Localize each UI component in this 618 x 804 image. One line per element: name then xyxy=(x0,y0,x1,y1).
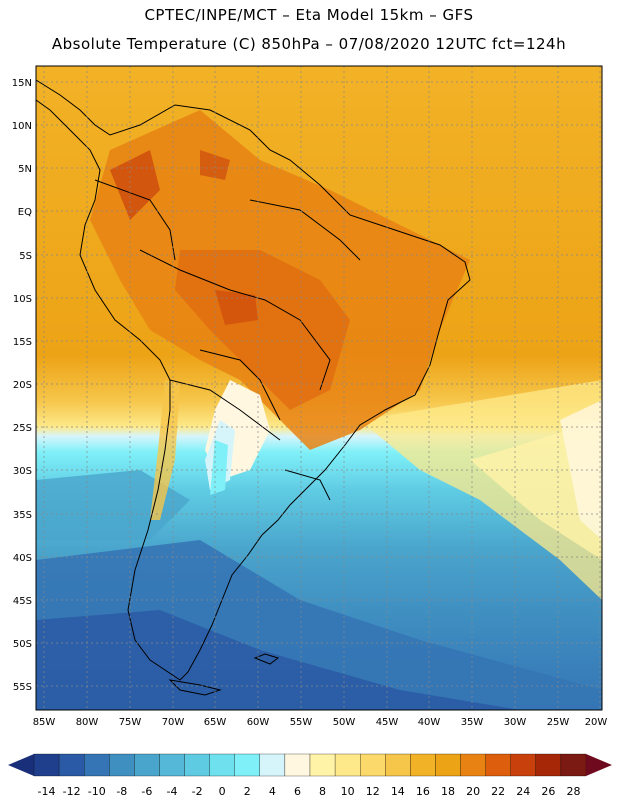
colorbar-swatch xyxy=(184,753,210,777)
lon-label: 50W xyxy=(333,717,356,728)
lon-label: 40W xyxy=(418,717,441,728)
colorbar-high-arrow xyxy=(586,754,612,776)
lon-label: 25W xyxy=(547,717,570,728)
lat-label: 40S xyxy=(13,553,32,564)
lon-label: 70W xyxy=(162,717,185,728)
colorbar-swatch xyxy=(510,753,536,777)
colorbar-label: 0 xyxy=(219,785,226,798)
lat-label: 50S xyxy=(13,639,32,650)
colorbar-swatch xyxy=(535,753,562,777)
colorbar-low-arrow xyxy=(8,754,34,776)
lon-label: 30W xyxy=(504,717,527,728)
lat-label: 55S xyxy=(13,682,32,693)
colorbar-swatch xyxy=(309,753,336,777)
lat-label: 25S xyxy=(13,423,32,434)
graticule xyxy=(36,66,602,710)
colorbar-label: 18 xyxy=(441,785,455,798)
colorbar-swatch xyxy=(134,753,160,777)
coastlines xyxy=(35,79,471,696)
colorbar-swatch xyxy=(159,753,185,777)
colorbar-swatch xyxy=(84,753,110,777)
colorbar-label: 10 xyxy=(341,785,355,798)
map-title-line2: Absolute Temperature (C) 850hPa – 07/08/… xyxy=(51,35,567,53)
lon-label: 55W xyxy=(290,717,313,728)
colorbar-label: -2 xyxy=(192,785,203,798)
colorbar-label: -6 xyxy=(141,785,152,798)
colorbar-label: -4 xyxy=(167,785,178,798)
colorbar-swatch xyxy=(234,753,260,777)
map-title-line1: CPTEC/INPE/MCT – Eta Model 15km – GFS xyxy=(144,6,474,24)
colorbar-label: -10 xyxy=(88,785,106,798)
lat-label: 10S xyxy=(13,294,32,305)
colorbar-swatch xyxy=(209,753,235,777)
lon-label: 35W xyxy=(461,717,484,728)
colorbar-swatch xyxy=(284,753,311,777)
colorbar-swatch xyxy=(385,753,411,777)
colorbar-label: 22 xyxy=(491,785,505,798)
lon-label: 60W xyxy=(247,717,270,728)
colorbar-label: 26 xyxy=(541,785,555,798)
colorbar-swatch xyxy=(485,753,511,777)
colorbar-label: 16 xyxy=(416,785,430,798)
lon-label: 45W xyxy=(376,717,399,728)
colorbar-label: 28 xyxy=(566,785,580,798)
colorbar-swatch xyxy=(33,753,60,777)
lat-label: 45S xyxy=(13,596,32,607)
colorbar-label: 24 xyxy=(516,785,530,798)
colorbar: -14 -12 -10 -8 -6 -4 -2 0 2 4 6 8 10 12 14 16 18 20 22 24 26… xyxy=(8,753,612,798)
lon-label: 85W xyxy=(33,717,56,728)
lat-label: 20S xyxy=(13,380,32,391)
colorbar-swatch xyxy=(360,753,386,777)
colorbar-label: 6 xyxy=(294,785,301,798)
longitude-labels: 85W 80W 75W 70W 65W 60W 55W 50W 45W 40W … xyxy=(33,717,608,728)
colorbar-swatch xyxy=(334,753,361,777)
colorbar-swatch xyxy=(109,753,135,777)
lat-label: EQ xyxy=(18,207,32,218)
lat-label: 5N xyxy=(18,164,32,175)
colorbar-label: -14 xyxy=(38,785,56,798)
colorbar-label: 2 xyxy=(244,785,251,798)
latitude-labels: 15N 10N 5N EQ 5S 10S 15S 20S 25S 30S 35S… xyxy=(12,78,32,693)
colorbar-label: 4 xyxy=(269,785,276,798)
lon-label: 20W xyxy=(585,717,608,728)
colorbar-swatch xyxy=(435,753,461,777)
colorbar-label: 14 xyxy=(391,785,405,798)
lon-label: 75W xyxy=(119,717,142,728)
lat-label: 15N xyxy=(12,78,32,89)
colorbar-swatch xyxy=(560,753,587,777)
colorbar-swatch xyxy=(259,753,286,777)
colorbar-swatch xyxy=(460,753,486,777)
colorbar-label: -8 xyxy=(116,785,127,798)
lon-label: 80W xyxy=(76,717,99,728)
temperature-field xyxy=(36,66,602,710)
colorbar-label: 8 xyxy=(319,785,326,798)
colorbar-swatch xyxy=(410,753,436,777)
lat-label: 35S xyxy=(13,510,32,521)
colorbar-label: 12 xyxy=(366,785,380,798)
colorbar-swatch xyxy=(58,753,85,777)
map-frame xyxy=(35,65,603,711)
colorbar-label: -12 xyxy=(63,785,81,798)
lat-label: 10N xyxy=(12,121,32,132)
colorbar-label: 20 xyxy=(466,785,480,798)
lat-label: 15S xyxy=(13,337,32,348)
lon-label: 65W xyxy=(204,717,227,728)
lat-label: 5S xyxy=(19,251,32,262)
lat-label: 30S xyxy=(13,466,32,477)
